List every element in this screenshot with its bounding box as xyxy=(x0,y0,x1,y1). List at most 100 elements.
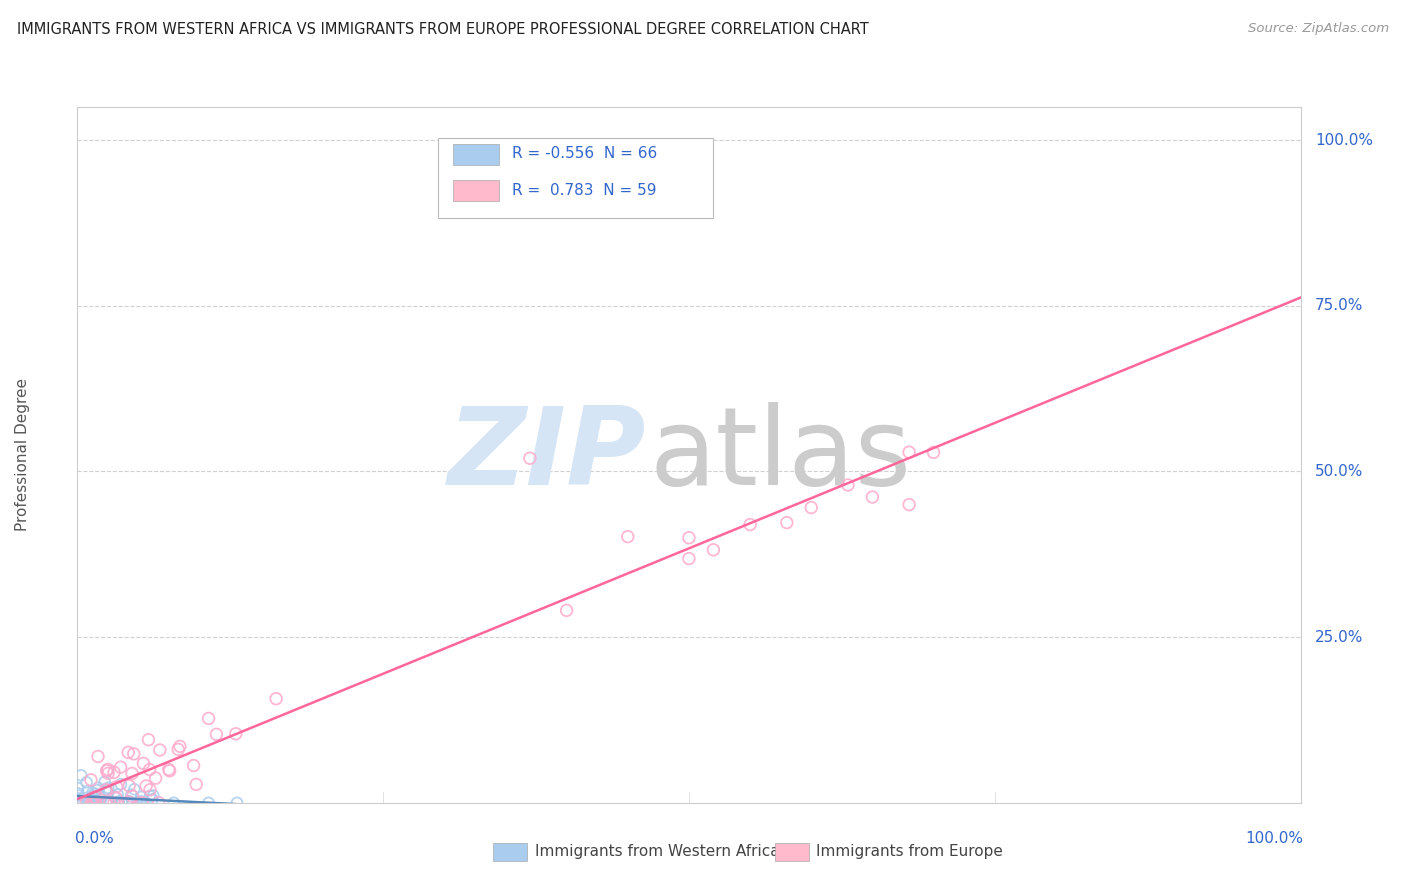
Point xyxy=(135,779,157,793)
Point xyxy=(139,789,162,803)
Text: 25.0%: 25.0% xyxy=(1315,630,1364,645)
Point xyxy=(79,794,101,808)
Point xyxy=(122,747,145,761)
Point xyxy=(67,781,90,796)
Point xyxy=(97,786,120,800)
Point xyxy=(83,796,105,810)
Point xyxy=(76,796,98,810)
Point xyxy=(93,774,115,789)
Text: ZIP: ZIP xyxy=(447,402,647,508)
Point xyxy=(183,758,205,772)
Point xyxy=(94,782,117,797)
Point xyxy=(82,789,104,803)
Point xyxy=(129,789,152,804)
Point xyxy=(862,490,884,504)
Text: 100.0%: 100.0% xyxy=(1244,830,1303,846)
Point xyxy=(205,727,228,741)
Point xyxy=(131,796,153,810)
Point xyxy=(118,779,141,793)
Point xyxy=(117,745,139,759)
Point xyxy=(139,782,162,797)
Text: Immigrants from Western Africa: Immigrants from Western Africa xyxy=(534,844,779,859)
Point xyxy=(98,796,121,810)
Point xyxy=(67,789,90,803)
Point xyxy=(87,780,110,795)
Point xyxy=(84,787,107,801)
Point xyxy=(98,796,121,810)
Point xyxy=(103,796,125,810)
Point xyxy=(76,796,98,810)
Point xyxy=(103,789,125,804)
Point xyxy=(555,603,578,617)
FancyBboxPatch shape xyxy=(775,843,808,861)
Text: atlas: atlas xyxy=(650,402,912,508)
Point xyxy=(110,760,132,774)
Point xyxy=(138,732,160,747)
Point xyxy=(145,771,167,785)
Point xyxy=(70,768,93,782)
Point xyxy=(80,772,103,787)
Point xyxy=(86,796,108,810)
Point xyxy=(702,542,724,557)
Point xyxy=(80,796,103,810)
Point xyxy=(76,784,98,798)
Text: 0.0%: 0.0% xyxy=(75,830,114,846)
Point xyxy=(157,762,180,776)
Text: Professional Degree: Professional Degree xyxy=(15,378,30,532)
Point xyxy=(67,787,90,801)
Point xyxy=(127,796,149,810)
Point xyxy=(169,739,191,754)
Point xyxy=(69,793,91,807)
Point xyxy=(75,796,97,810)
Point xyxy=(96,796,118,810)
Point xyxy=(107,788,129,802)
Point xyxy=(617,530,640,544)
Point xyxy=(86,794,108,808)
Point xyxy=(197,796,219,810)
Point xyxy=(72,796,94,810)
Point xyxy=(96,796,118,810)
Text: R =  0.783  N = 59: R = 0.783 N = 59 xyxy=(512,183,657,198)
Point xyxy=(97,796,120,810)
Point xyxy=(67,796,90,810)
Point xyxy=(90,792,112,806)
Point xyxy=(225,727,247,741)
Text: R = -0.556  N = 66: R = -0.556 N = 66 xyxy=(512,146,657,161)
Point xyxy=(97,763,120,777)
Point xyxy=(226,796,249,810)
Point xyxy=(678,531,700,545)
Point xyxy=(96,784,118,798)
Point xyxy=(97,780,120,795)
Point xyxy=(519,451,541,466)
FancyBboxPatch shape xyxy=(439,138,713,219)
Point xyxy=(87,749,110,764)
Point xyxy=(111,796,134,810)
Point xyxy=(103,765,125,780)
Point xyxy=(135,796,157,810)
Point xyxy=(898,498,921,512)
Point xyxy=(69,791,91,805)
Text: 50.0%: 50.0% xyxy=(1315,464,1364,479)
Point xyxy=(121,788,143,802)
Point xyxy=(163,796,186,810)
Point xyxy=(117,796,139,810)
FancyBboxPatch shape xyxy=(494,843,527,861)
Point xyxy=(86,794,108,808)
Point xyxy=(111,796,134,810)
Point xyxy=(159,764,181,778)
Text: 100.0%: 100.0% xyxy=(1315,133,1374,148)
Point xyxy=(76,790,98,805)
Point xyxy=(121,789,143,804)
Point xyxy=(264,691,287,706)
Point xyxy=(138,763,160,777)
Point xyxy=(72,796,94,810)
Point xyxy=(96,796,118,810)
Point xyxy=(132,756,155,771)
Point xyxy=(82,796,104,810)
Text: Immigrants from Europe: Immigrants from Europe xyxy=(815,844,1002,859)
Text: Source: ZipAtlas.com: Source: ZipAtlas.com xyxy=(1249,22,1389,36)
FancyBboxPatch shape xyxy=(453,180,499,201)
Point xyxy=(96,764,118,778)
Point xyxy=(111,796,134,810)
Point xyxy=(148,796,170,810)
